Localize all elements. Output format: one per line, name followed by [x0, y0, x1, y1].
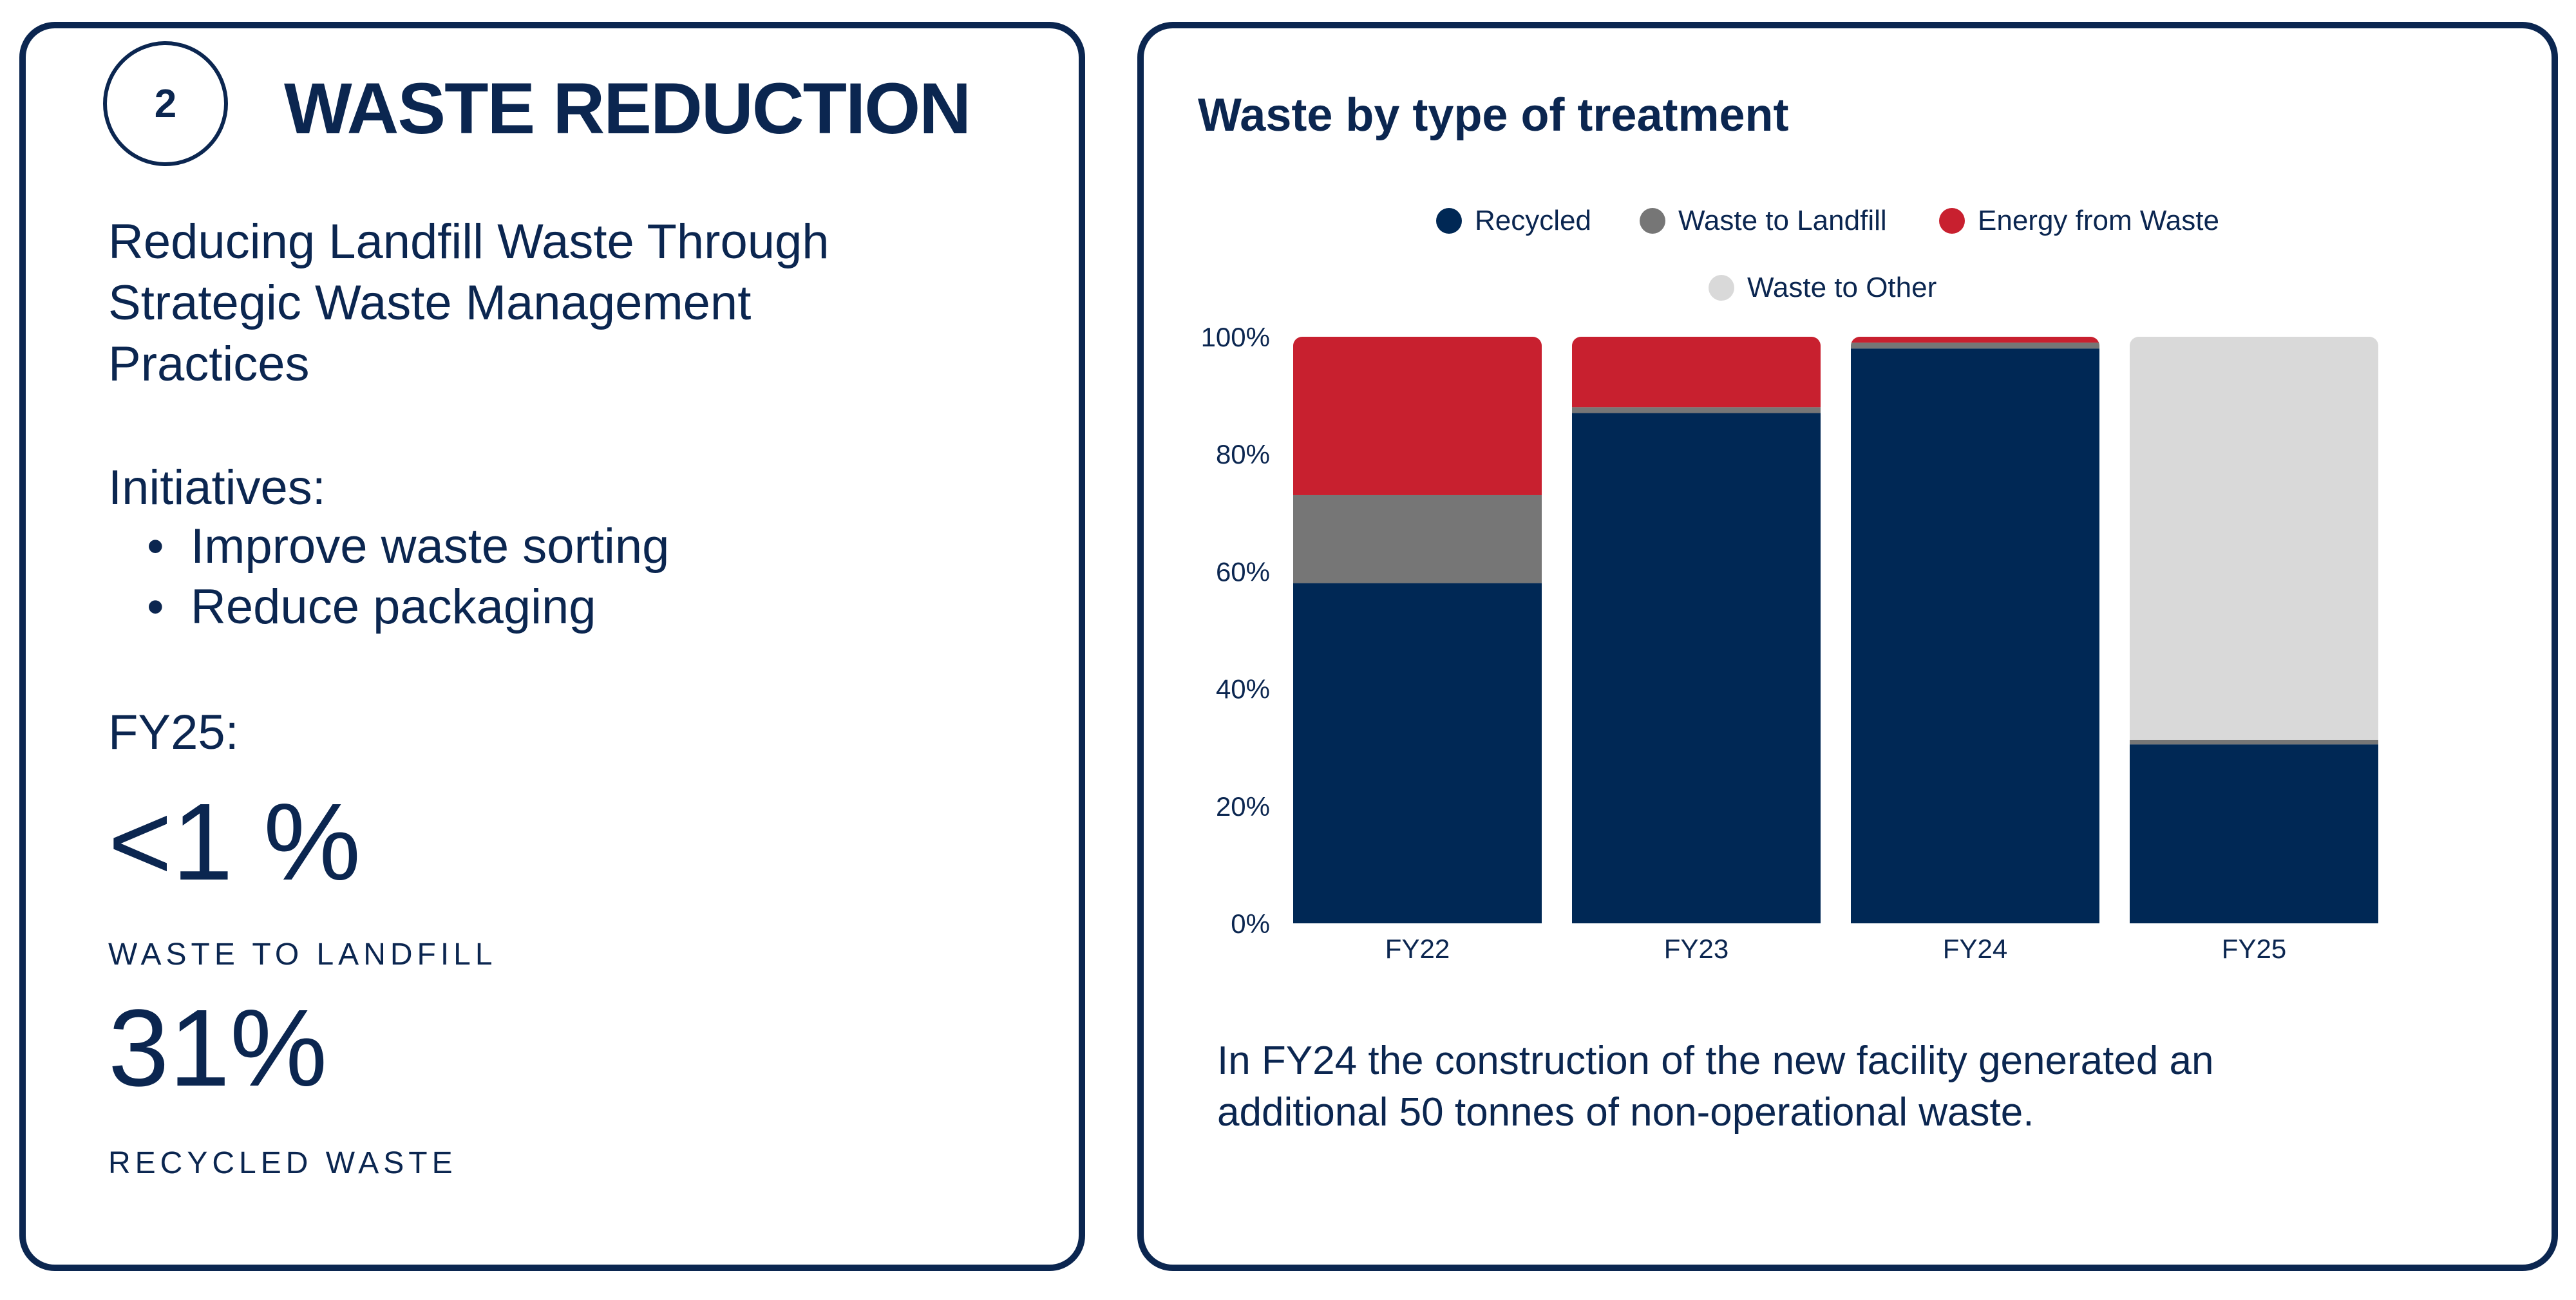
legend-item-energy: Energy from Waste	[1939, 205, 2219, 237]
bar-segment-energy-from-waste	[1293, 337, 1542, 495]
bar-segment-waste-to-other	[2130, 337, 2378, 740]
legend-label: Recycled	[1475, 205, 1591, 236]
bar-group-FY25	[2130, 337, 2378, 923]
stat-landfill-value: <1 %	[108, 781, 361, 903]
footnote-line: additional 50 tonnes of non-operational …	[1217, 1090, 2034, 1135]
bar-segment-recycled	[1572, 413, 1821, 923]
x-tick-label: FY25	[2222, 934, 2286, 964]
legend-dot-icon	[1939, 208, 1965, 234]
stat-recycled-value: 31%	[108, 987, 328, 1109]
section-number-badge: 2	[103, 41, 228, 166]
chart-footnote: In FY24 the construction of the new faci…	[1217, 1035, 2214, 1138]
footnote-line: In FY24 the construction of the new faci…	[1217, 1039, 2214, 1083]
y-tick-label: 80%	[1216, 439, 1270, 469]
waste-reduction-card	[19, 22, 1085, 1271]
bar-segment-recycled	[2130, 744, 2378, 923]
x-tick-label: FY23	[1664, 934, 1728, 964]
stat-landfill-label: WASTE TO LANDFILL	[108, 937, 497, 972]
legend-dot-icon	[1709, 275, 1734, 301]
y-tick-label: 60%	[1216, 556, 1270, 587]
section-title: WASTE REDUCTION	[284, 68, 971, 149]
stat-recycled-label: RECYCLED WASTE	[108, 1146, 457, 1180]
initiative-item: Improve waste sorting	[191, 519, 670, 574]
legend-dot-icon	[1640, 208, 1665, 234]
y-tick-label: 20%	[1216, 791, 1270, 822]
bar-segment-energy-from-waste	[1851, 337, 2099, 343]
legend-item-other: Waste to Other	[1709, 272, 1937, 304]
subtitle-line: Practices	[108, 337, 310, 391]
bar-segment-recycled	[1293, 583, 1542, 923]
legend-label: Waste to Landfill	[1678, 205, 1887, 236]
legend-item-recycled: Recycled	[1436, 205, 1591, 237]
bar-segment-waste-to-landfill	[1572, 407, 1821, 413]
bar-segment-waste-to-landfill	[1293, 495, 1542, 583]
x-tick-label: FY24	[1943, 934, 2007, 964]
bar-group-FY22	[1293, 337, 1542, 923]
bar-segment-energy-from-waste	[1572, 337, 1821, 408]
bar-segment-waste-to-landfill	[2130, 739, 2378, 745]
bar-group-FY23	[1572, 337, 1821, 923]
legend-item-landfill: Waste to Landfill	[1640, 205, 1887, 237]
y-tick-label: 100%	[1201, 322, 1270, 352]
initiative-item: Reduce packaging	[191, 579, 596, 634]
bar-group-FY24	[1851, 337, 2099, 923]
initiatives-label: Initiatives:	[108, 460, 326, 515]
y-tick-label: 0%	[1231, 909, 1270, 939]
chart-title: Waste by type of treatment	[1198, 89, 1789, 141]
bar-segment-recycled	[1851, 348, 2099, 923]
fy-label: FY25:	[108, 705, 239, 760]
bar-segment-waste-to-landfill	[1851, 343, 2099, 349]
y-tick-label: 40%	[1216, 674, 1270, 704]
x-tick-label: FY22	[1385, 934, 1450, 964]
subtitle-line: Strategic Waste Management	[108, 276, 752, 330]
legend-dot-icon	[1436, 208, 1462, 234]
bullet-icon: •	[147, 519, 164, 574]
subtitle-line: Reducing Landfill Waste Through	[108, 214, 829, 269]
bullet-icon: •	[147, 579, 164, 634]
legend-label: Energy from Waste	[1978, 205, 2219, 236]
legend-label: Waste to Other	[1747, 272, 1937, 303]
